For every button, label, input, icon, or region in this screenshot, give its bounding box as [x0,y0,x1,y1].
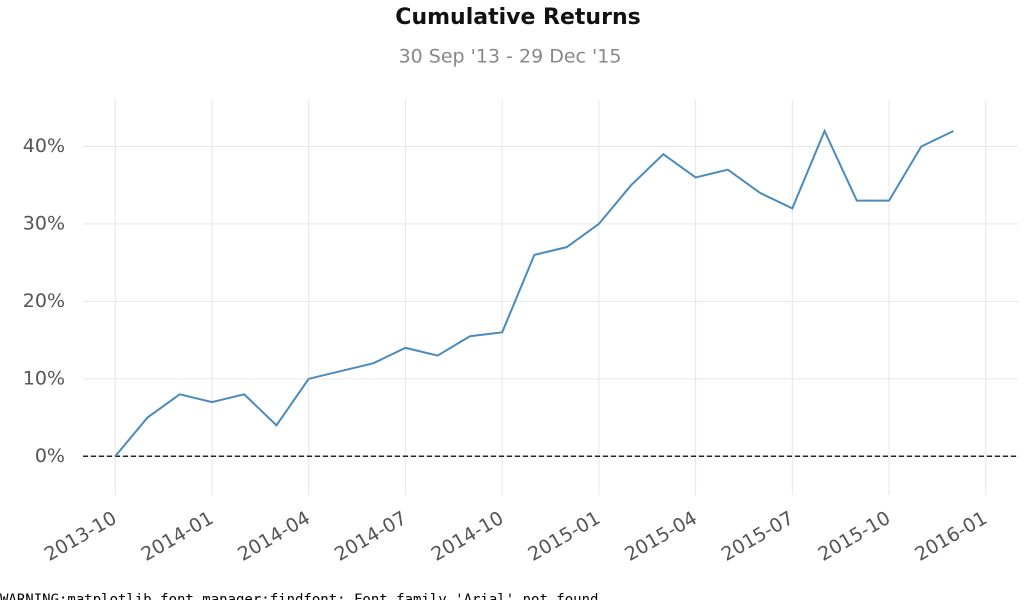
x-tick-label: 2015-10 [815,507,895,566]
chart-title: Cumulative Returns [395,5,640,30]
x-tick-label: 2014-07 [331,507,411,566]
y-tick-label: 10% [23,367,65,389]
x-tick-label: 2014-10 [428,507,508,566]
x-tick-label: 2013-10 [41,507,121,566]
x-tick-label: 2016-01 [911,507,991,566]
x-tick-label: 2015-07 [718,507,798,566]
x-tick-label: 2015-04 [621,507,701,566]
y-tick-label: 0% [35,445,65,467]
y-tick-label: 30% [23,212,65,234]
log-text: WARNING:matplotlib.font_manager:findfont… [0,592,607,600]
x-tick-label: 2014-04 [234,507,314,566]
line [114,128,954,457]
y-tick-label: 20% [23,290,65,312]
chart-subtitle: 30 Sep '13 - 29 Dec '15 [399,46,622,68]
x-tick-label: 2014-01 [137,507,217,566]
y-tick-label: 40% [23,135,65,157]
x-tick-label: 2015-01 [524,507,604,566]
